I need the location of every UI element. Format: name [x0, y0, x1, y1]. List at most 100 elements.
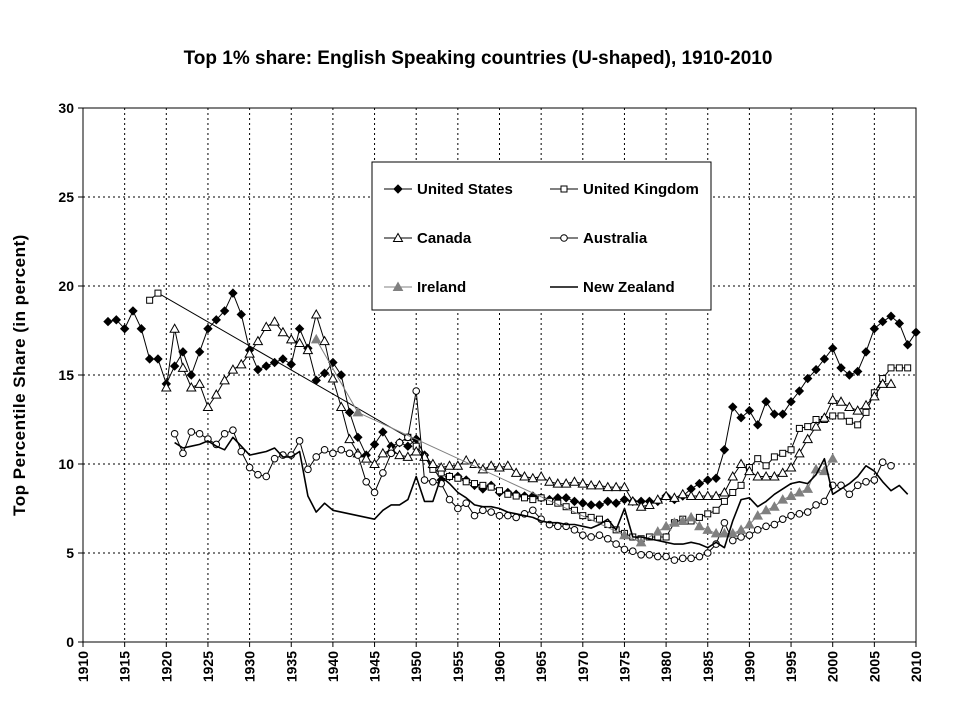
data-point-canada — [819, 412, 830, 422]
data-point-canada — [710, 490, 722, 501]
data-point-united-states — [344, 407, 355, 418]
data-point-australia — [320, 445, 329, 454]
data-point-canada — [210, 389, 222, 399]
data-point-canada — [235, 358, 247, 369]
data-point-united-kingdom — [662, 533, 670, 541]
data-point-australia — [329, 449, 337, 458]
data-point-ireland — [635, 536, 647, 547]
data-point-canada — [252, 335, 264, 346]
data-point-australia — [845, 490, 854, 499]
legend-label: New Zealand — [583, 279, 675, 296]
y-axis-label: Top Percentile Share (in percent) — [10, 234, 29, 516]
data-point-canada — [635, 501, 647, 511]
data-point-australia — [820, 497, 829, 506]
data-point-australia — [187, 428, 196, 436]
y-tick-label: 0 — [66, 634, 74, 650]
data-point-united-states — [128, 306, 138, 316]
data-point-canada — [585, 479, 597, 490]
data-point-united-states — [877, 316, 888, 327]
series-new-zealand — [174, 436, 909, 549]
data-point-united-states — [294, 324, 305, 334]
data-point-united-states — [819, 354, 830, 364]
data-point-united-states — [228, 288, 238, 298]
data-point-australia — [670, 556, 679, 564]
data-point-united-kingdom — [720, 497, 728, 505]
x-tick-label: 1910 — [75, 651, 91, 682]
x-tick-label: 1945 — [367, 651, 383, 682]
data-point-canada — [327, 373, 339, 383]
data-point-ireland — [785, 490, 797, 501]
data-point-canada — [560, 478, 572, 488]
data-point-united-states — [186, 370, 196, 380]
data-point-canada — [369, 458, 380, 468]
data-point-united-states — [894, 318, 905, 329]
legend-label: United Kingdom — [583, 181, 699, 198]
data-point-united-kingdom — [770, 453, 778, 461]
legend-item-united-kingdom: United Kingdom — [550, 181, 699, 198]
data-point-canada — [444, 460, 455, 470]
data-point-united-kingdom — [895, 364, 903, 372]
data-point-ireland — [352, 406, 364, 417]
y-tick-label: 10 — [58, 456, 74, 472]
data-point-ireland — [735, 524, 747, 534]
data-point-canada — [727, 470, 739, 481]
x-tick-label: 1930 — [242, 651, 258, 682]
data-point-united-kingdom — [829, 412, 837, 420]
legend-marker — [560, 234, 568, 242]
data-point-united-states — [119, 324, 130, 334]
data-point-canada — [360, 453, 372, 463]
data-point-canada — [344, 433, 355, 444]
data-point-united-kingdom — [862, 408, 870, 416]
data-point-canada — [394, 449, 405, 460]
data-point-united-states — [569, 496, 580, 507]
data-point-united-states — [811, 364, 821, 375]
data-point-australia — [787, 511, 795, 520]
data-point-australia — [445, 495, 454, 504]
data-point-united-kingdom — [779, 449, 787, 457]
data-point-canada — [502, 460, 514, 470]
data-point-canada — [427, 458, 439, 468]
data-point-united-states — [761, 396, 771, 407]
data-point-australia — [170, 429, 179, 438]
data-point-united-states — [253, 364, 263, 375]
data-point-canada — [610, 481, 622, 492]
data-point-united-states — [844, 370, 855, 380]
data-point-united-states — [711, 473, 721, 483]
data-point-canada — [519, 470, 530, 481]
data-point-australia — [745, 531, 754, 540]
x-tick-label: 1935 — [283, 651, 299, 682]
data-point-united-states — [794, 386, 805, 396]
data-point-australia — [345, 449, 354, 458]
data-point-canada — [877, 378, 889, 388]
data-point-australia — [387, 449, 396, 458]
x-tick-label: 2010 — [908, 651, 924, 682]
y-tick-label: 5 — [66, 545, 74, 561]
data-point-canada — [669, 492, 680, 502]
legend-item-canada: Canada — [384, 230, 472, 247]
x-tick-label: 1940 — [325, 651, 341, 682]
data-point-united-states — [886, 311, 896, 321]
y-tick-label: 15 — [58, 367, 74, 383]
legend-marker — [392, 281, 404, 291]
data-point-united-kingdom — [487, 483, 495, 491]
data-point-canada — [310, 308, 322, 319]
x-tick-label: 2005 — [866, 651, 882, 682]
data-point-australia — [262, 472, 271, 481]
data-point-united-kingdom — [446, 472, 454, 480]
data-point-australia — [362, 478, 371, 486]
data-point-australia — [720, 518, 729, 527]
data-point-united-states — [136, 324, 147, 334]
data-point-ireland — [769, 501, 780, 511]
data-point-united-kingdom — [471, 480, 479, 488]
data-point-ireland — [685, 511, 697, 522]
data-point-australia — [304, 465, 312, 474]
data-point-australia — [603, 534, 612, 543]
data-point-canada — [402, 451, 414, 461]
data-point-united-kingdom — [754, 455, 762, 463]
data-point-canada — [269, 316, 280, 326]
data-point-ireland — [752, 510, 764, 520]
data-point-canada — [552, 478, 564, 488]
data-point-canada — [652, 494, 664, 504]
x-tick-label: 1995 — [783, 651, 799, 682]
data-point-australia — [687, 554, 695, 563]
